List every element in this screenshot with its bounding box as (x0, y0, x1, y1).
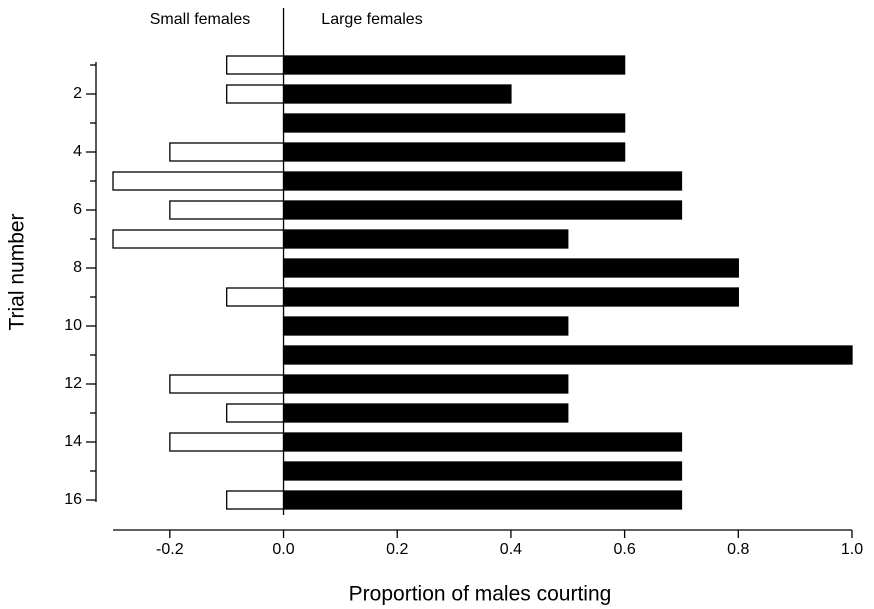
x-tick-label: 0.4 (500, 541, 522, 558)
bar (226, 84, 285, 104)
bar (169, 374, 285, 394)
bar (169, 432, 285, 452)
x-tick-label: 0.2 (386, 541, 408, 558)
y-tick-label: 6 (73, 201, 82, 218)
y-axis-title: Trial number (6, 213, 29, 330)
y-tick-label: 2 (73, 85, 82, 102)
bar (282, 229, 569, 249)
bar (282, 55, 626, 75)
y-tick-label: 14 (64, 433, 82, 450)
x-tick-label: 0.0 (272, 541, 294, 558)
bar (226, 287, 285, 307)
y-tick-label: 12 (64, 375, 82, 392)
bar (282, 200, 683, 220)
bar (282, 142, 626, 162)
series-label: Small females (150, 11, 250, 28)
bar (282, 171, 683, 191)
y-tick-label: 16 (64, 491, 82, 508)
x-tick-label: -0.2 (156, 541, 184, 558)
y-tick-label: 10 (64, 317, 82, 334)
bar (226, 490, 285, 510)
bar (112, 229, 285, 249)
bar (169, 142, 285, 162)
bar (282, 461, 683, 481)
bar (282, 84, 512, 104)
bar (282, 490, 683, 510)
bar (282, 403, 569, 423)
bar (282, 258, 739, 278)
bar (282, 432, 683, 452)
bar (282, 113, 626, 133)
series-label: Large females (321, 11, 422, 28)
x-axis-title: Proportion of males courting (349, 583, 612, 606)
bar (112, 171, 285, 191)
x-tick-label: 0.6 (613, 541, 635, 558)
x-tick-label: 1.0 (841, 541, 863, 558)
bar (226, 403, 285, 423)
bar (282, 345, 853, 365)
y-tick-label: 8 (73, 259, 82, 276)
bar (169, 200, 285, 220)
x-tick-label: 0.8 (727, 541, 749, 558)
bar (282, 374, 569, 394)
bar (282, 316, 569, 336)
y-tick-label: 4 (73, 143, 82, 160)
bar (282, 287, 739, 307)
bar (226, 55, 285, 75)
